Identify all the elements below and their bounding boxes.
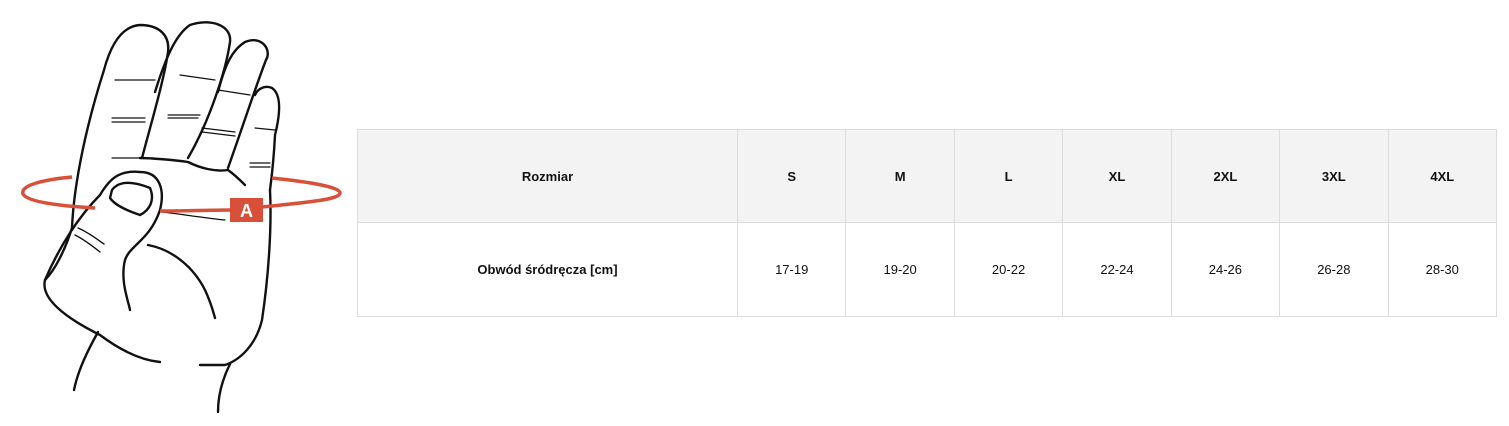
table-row: Obwód śródręcza [cm] 17-19 19-20 20-22 2… bbox=[357, 222, 1498, 317]
size-header: 2XL bbox=[1170, 129, 1281, 223]
size-value: 28-30 bbox=[1387, 222, 1498, 317]
size-value: 17-19 bbox=[736, 222, 847, 317]
row-label: Obwód śródręcza [cm] bbox=[357, 222, 738, 317]
size-value: 26-28 bbox=[1279, 222, 1389, 317]
size-header: L bbox=[953, 129, 1064, 223]
marker-badge bbox=[230, 198, 263, 222]
size-header: XL bbox=[1062, 129, 1172, 223]
table-header-row: Rozmiar S M L XL 2XL 3XL 4XL bbox=[357, 129, 1498, 223]
header-label: Rozmiar bbox=[357, 129, 738, 223]
hand-measurement-illustration: A bbox=[21, 21, 342, 414]
size-value: 19-20 bbox=[845, 222, 955, 317]
size-header: 4XL bbox=[1387, 129, 1498, 223]
marker-label: A bbox=[240, 201, 253, 221]
size-value: 24-26 bbox=[1170, 222, 1281, 317]
size-table: Rozmiar S M L XL 2XL 3XL 4XL Obwód śródr… bbox=[357, 129, 1498, 317]
size-value: 20-22 bbox=[953, 222, 1064, 317]
size-header: M bbox=[845, 129, 955, 223]
size-value: 22-24 bbox=[1062, 222, 1172, 317]
size-header: 3XL bbox=[1279, 129, 1389, 223]
size-header: S bbox=[736, 129, 847, 223]
